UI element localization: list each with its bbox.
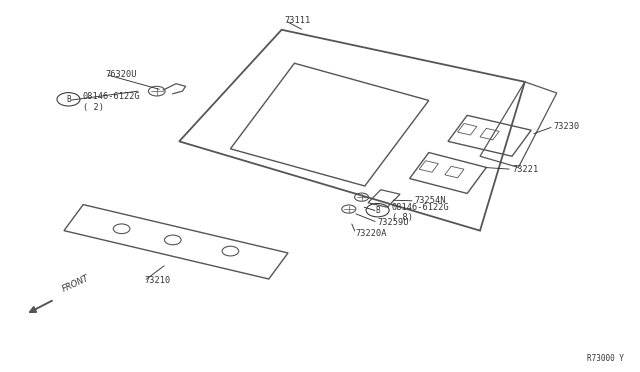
Text: 73230: 73230 bbox=[554, 122, 580, 131]
Text: 73220A: 73220A bbox=[356, 229, 387, 238]
Text: 08146-6122G: 08146-6122G bbox=[392, 203, 449, 212]
Text: 73210: 73210 bbox=[144, 276, 170, 285]
Text: 73259U: 73259U bbox=[378, 218, 409, 227]
Text: 73221: 73221 bbox=[512, 165, 538, 174]
Text: ( 8): ( 8) bbox=[392, 214, 413, 222]
Text: B: B bbox=[66, 95, 71, 104]
Text: ( 2): ( 2) bbox=[83, 103, 104, 112]
Text: 76320U: 76320U bbox=[106, 70, 137, 79]
Text: B: B bbox=[375, 206, 380, 215]
Text: 08146-6122G: 08146-6122G bbox=[83, 92, 140, 101]
Text: 73111: 73111 bbox=[285, 16, 311, 25]
Text: R73000 Y: R73000 Y bbox=[587, 354, 624, 363]
Text: 73254N: 73254N bbox=[415, 196, 446, 205]
Text: FRONT: FRONT bbox=[61, 273, 91, 294]
